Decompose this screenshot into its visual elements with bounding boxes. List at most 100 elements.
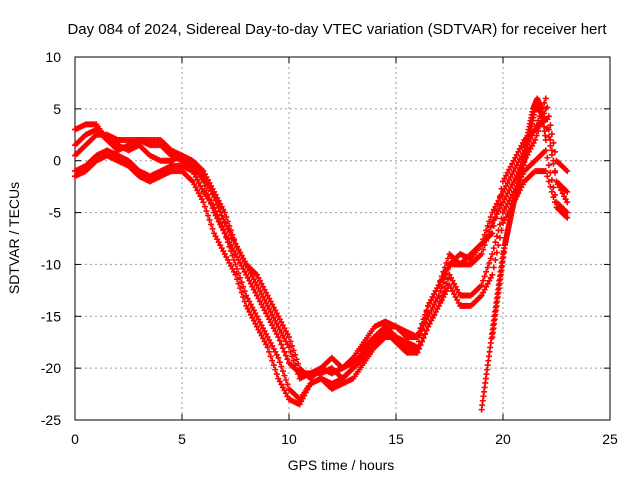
data-point bbox=[422, 311, 429, 318]
data-point bbox=[417, 342, 424, 349]
data-point bbox=[200, 199, 207, 206]
data-point bbox=[420, 316, 427, 323]
data-point bbox=[478, 251, 485, 258]
data-point bbox=[540, 116, 547, 123]
data-point bbox=[564, 188, 571, 195]
data-point bbox=[544, 104, 551, 111]
data-point bbox=[492, 215, 499, 222]
data-point bbox=[241, 298, 248, 305]
x-tick-label: 10 bbox=[281, 431, 297, 447]
data-point bbox=[438, 283, 445, 290]
data-point bbox=[496, 221, 503, 228]
data-point bbox=[295, 371, 302, 378]
data-point bbox=[544, 154, 551, 161]
y-tick-label: -20 bbox=[41, 360, 61, 376]
data-point bbox=[423, 307, 430, 314]
data-point bbox=[240, 283, 247, 290]
data-point bbox=[484, 222, 491, 229]
data-point bbox=[269, 357, 276, 364]
y-tick-label: 0 bbox=[53, 153, 61, 169]
data-point bbox=[545, 134, 552, 141]
y-tick-label: -25 bbox=[41, 412, 61, 428]
data-point bbox=[289, 353, 296, 360]
data-series bbox=[72, 95, 571, 413]
data-point bbox=[489, 271, 496, 278]
grid-lines bbox=[75, 57, 610, 420]
data-point bbox=[273, 371, 280, 378]
data-point bbox=[564, 199, 571, 206]
data-point bbox=[287, 348, 294, 355]
data-point bbox=[295, 360, 302, 367]
data-point bbox=[415, 345, 422, 352]
data-point bbox=[444, 255, 451, 262]
data-point bbox=[292, 351, 299, 358]
data-point bbox=[550, 139, 557, 146]
data-point bbox=[547, 169, 554, 176]
data-point bbox=[238, 279, 245, 286]
data-point bbox=[550, 160, 557, 167]
y-tick-label: 10 bbox=[45, 49, 61, 65]
data-point bbox=[548, 188, 555, 195]
data-point bbox=[417, 325, 424, 332]
data-point bbox=[282, 352, 289, 359]
data-point bbox=[415, 329, 422, 336]
data-point bbox=[542, 136, 549, 143]
data-point bbox=[272, 366, 279, 373]
data-point bbox=[551, 199, 558, 206]
data-point bbox=[490, 222, 497, 229]
data-point bbox=[286, 334, 292, 341]
x-tick-label: 15 bbox=[388, 431, 404, 447]
data-point bbox=[223, 214, 230, 221]
data-point bbox=[489, 251, 496, 258]
data-point bbox=[215, 215, 222, 222]
data-point bbox=[221, 209, 228, 216]
data-point bbox=[224, 218, 231, 225]
data-point bbox=[266, 348, 273, 355]
data-point bbox=[435, 292, 442, 299]
x-axis-label: GPS time / hours bbox=[288, 457, 395, 473]
data-point bbox=[422, 331, 429, 338]
data-point bbox=[541, 99, 548, 106]
data-point bbox=[545, 113, 552, 120]
y-tick-label: 5 bbox=[53, 101, 61, 117]
data-point bbox=[226, 222, 233, 229]
y-tick-label: -15 bbox=[41, 308, 61, 324]
data-point bbox=[547, 142, 554, 149]
data-point bbox=[414, 349, 421, 356]
data-point bbox=[542, 95, 549, 102]
data-point bbox=[564, 168, 571, 175]
data-point bbox=[547, 183, 554, 190]
data-point bbox=[490, 245, 497, 252]
data-point bbox=[545, 178, 552, 185]
data-point bbox=[496, 193, 503, 200]
data-point bbox=[564, 214, 571, 221]
data-point bbox=[483, 227, 490, 234]
data-point bbox=[495, 242, 502, 249]
data-point bbox=[282, 376, 289, 383]
data-point bbox=[214, 211, 221, 218]
data-point bbox=[278, 341, 285, 348]
data-point bbox=[496, 234, 503, 241]
data-point bbox=[201, 203, 208, 210]
data-point bbox=[292, 362, 299, 369]
data-point bbox=[237, 285, 244, 292]
data-point bbox=[493, 249, 500, 256]
data-point bbox=[220, 226, 227, 233]
series-7 bbox=[489, 105, 547, 341]
data-point bbox=[237, 274, 244, 281]
data-point bbox=[209, 225, 216, 232]
data-point bbox=[481, 231, 488, 238]
data-point bbox=[414, 334, 421, 341]
data-point bbox=[232, 261, 239, 268]
data-point bbox=[241, 288, 248, 295]
data-point bbox=[486, 218, 493, 225]
data-point bbox=[278, 363, 285, 370]
data-point bbox=[498, 215, 505, 222]
data-point bbox=[533, 122, 540, 129]
data-point bbox=[212, 208, 219, 215]
y-tick-label: -5 bbox=[49, 205, 62, 221]
y-axis-label: SDTVAR / TECUs bbox=[6, 182, 22, 294]
data-point bbox=[223, 234, 230, 241]
